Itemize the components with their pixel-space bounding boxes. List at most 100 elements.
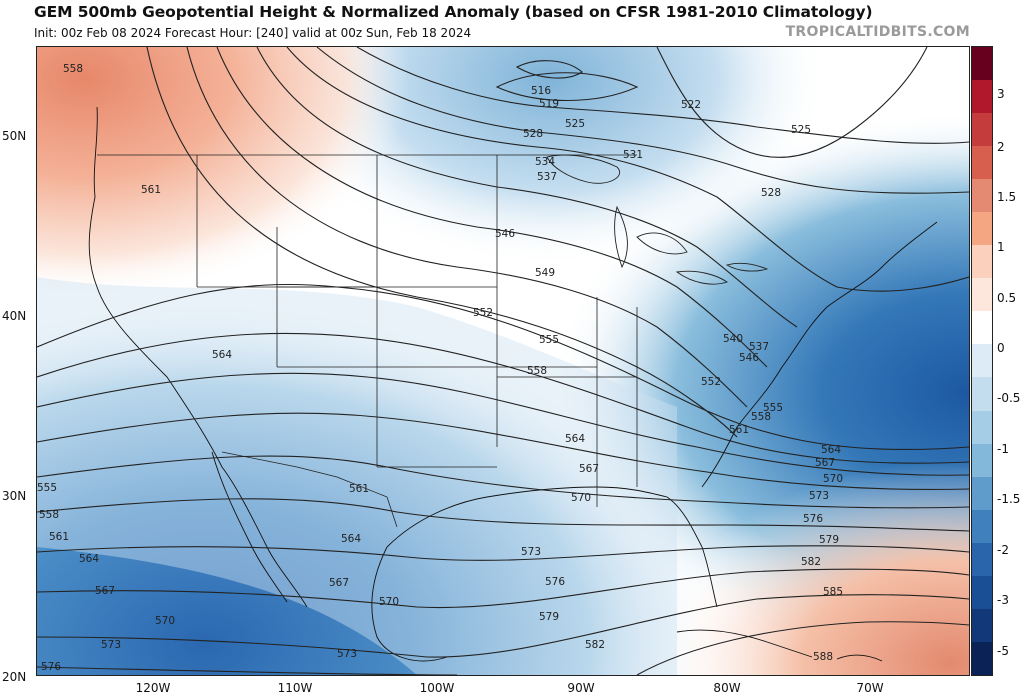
lat-label-40n: 40N xyxy=(2,309,27,323)
colorbar-label: 1 xyxy=(997,240,1005,254)
lon-label-80w: 80W xyxy=(713,681,741,695)
colorbar-segment xyxy=(972,146,992,180)
colorbar-segment xyxy=(972,509,992,543)
contour-label: 525 xyxy=(791,124,811,136)
contour-label: 540 xyxy=(723,333,743,345)
contour-label: 555 xyxy=(539,334,559,346)
contour-label: 573 xyxy=(521,546,541,558)
contour-label: 522 xyxy=(681,99,701,111)
colorbar-label: -1 xyxy=(997,442,1009,456)
contour-label: 558 xyxy=(527,365,547,377)
contour-label: 537 xyxy=(537,171,557,183)
contour-label: 570 xyxy=(823,473,843,485)
contour-label: 567 xyxy=(579,463,599,475)
contour-label: 546 xyxy=(495,228,515,240)
colorbar-segment xyxy=(972,377,992,411)
colorbar-segment xyxy=(972,443,992,477)
colorbar-label: 3 xyxy=(997,87,1005,101)
colorbar-segment xyxy=(972,575,992,609)
contour-label: 564 xyxy=(565,433,585,445)
contour-label: 561 xyxy=(49,531,69,543)
contour-label: 525 xyxy=(565,118,585,130)
colorbar-segment xyxy=(972,80,992,114)
colorbar-segment xyxy=(972,641,992,675)
contour-label: 552 xyxy=(473,307,493,319)
contour-label: 576 xyxy=(545,576,565,588)
lon-label-100w: 100W xyxy=(419,681,455,695)
contour-label: 549 xyxy=(535,267,555,279)
chart-title: GEM 500mb Geopotential Height & Normaliz… xyxy=(34,3,873,21)
colorbar-segment xyxy=(972,245,992,279)
contour-label: 588 xyxy=(813,651,833,663)
contour-label: 570 xyxy=(379,596,399,608)
lon-label-70w: 70W xyxy=(856,681,884,695)
contour-label: 576 xyxy=(41,661,61,673)
contour-label: 573 xyxy=(101,639,121,651)
colorbar-segment xyxy=(972,278,992,312)
colorbar-label: 0.5 xyxy=(997,291,1017,305)
contour-label: 534 xyxy=(535,156,555,168)
contour-label: 564 xyxy=(821,444,841,456)
init-forecast-subtitle: Init: 00z Feb 08 2024 Forecast Hour: [24… xyxy=(34,26,472,40)
contour-label: 558 xyxy=(39,509,59,521)
lon-label-90w: 90W xyxy=(567,681,595,695)
contour-label: 585 xyxy=(823,586,843,598)
contour-label: 561 xyxy=(349,483,369,495)
contour-label: 567 xyxy=(95,585,115,597)
contour-label: 582 xyxy=(585,639,605,651)
colorbar-segment xyxy=(972,410,992,444)
anomaly-colorbar xyxy=(971,46,993,676)
contour-label: 564 xyxy=(212,349,232,361)
contour-label: 582 xyxy=(801,556,821,568)
contour-label: 570 xyxy=(155,615,175,627)
lat-label-50n: 50N xyxy=(2,129,27,143)
contour-label: 579 xyxy=(819,534,839,546)
contour-label: 528 xyxy=(523,128,543,140)
contour-label: 567 xyxy=(815,457,835,469)
contour-label: 555 xyxy=(37,482,57,494)
colorbar-segment xyxy=(972,212,992,246)
colorbar-label: 1.5 xyxy=(997,190,1017,204)
contour-label: 537 xyxy=(749,341,769,353)
colorbar-segment xyxy=(972,344,992,378)
forecast-map: 558 561 564 555 558 561 564 567 570 573 … xyxy=(36,46,970,676)
contour-label: 558 xyxy=(63,63,83,75)
colorbar-label: -3 xyxy=(997,593,1009,607)
contour-label: 519 xyxy=(539,98,559,110)
colorbar-label: 0 xyxy=(997,341,1005,355)
colorbar-segment xyxy=(972,311,992,345)
colorbar-label: -1.5 xyxy=(997,492,1021,506)
contour-label: 552 xyxy=(701,376,721,388)
contour-label: 531 xyxy=(623,149,643,161)
contour-label: 528 xyxy=(761,187,781,199)
colorbar-label: -2 xyxy=(997,543,1009,557)
contour-label: 576 xyxy=(803,513,823,525)
contour-label: 555 xyxy=(763,402,783,414)
colorbar-segment xyxy=(972,113,992,147)
contour-label: 579 xyxy=(539,611,559,623)
contour-label: 561 xyxy=(729,424,749,436)
contour-label: 561 xyxy=(141,184,161,196)
contour-label: 573 xyxy=(809,490,829,502)
contour-label: 564 xyxy=(341,533,361,545)
colorbar-label: 2 xyxy=(997,140,1005,154)
contour-label: 564 xyxy=(79,553,99,565)
colorbar-segment xyxy=(972,47,992,81)
lat-label-30n: 30N xyxy=(2,489,27,503)
colorbar-segment xyxy=(972,608,992,642)
colorbar-label: -5 xyxy=(997,644,1009,658)
contour-label: 567 xyxy=(329,577,349,589)
lon-label-110w: 110W xyxy=(277,681,313,695)
colorbar-segment xyxy=(972,476,992,510)
contour-label: 558 xyxy=(751,411,771,423)
colorbar-segment xyxy=(972,179,992,213)
colorbar-segment xyxy=(972,542,992,576)
colorbar-label: -0.5 xyxy=(997,391,1021,405)
contour-label: 546 xyxy=(739,352,759,364)
contour-label: 573 xyxy=(337,648,357,660)
lat-label-20n: 20N xyxy=(2,670,27,684)
contour-label: 570 xyxy=(571,492,591,504)
site-brand: TROPICALTIDBITS.COM xyxy=(785,24,970,40)
lon-label-120w: 120W xyxy=(135,681,171,695)
contour-label: 516 xyxy=(531,85,551,97)
